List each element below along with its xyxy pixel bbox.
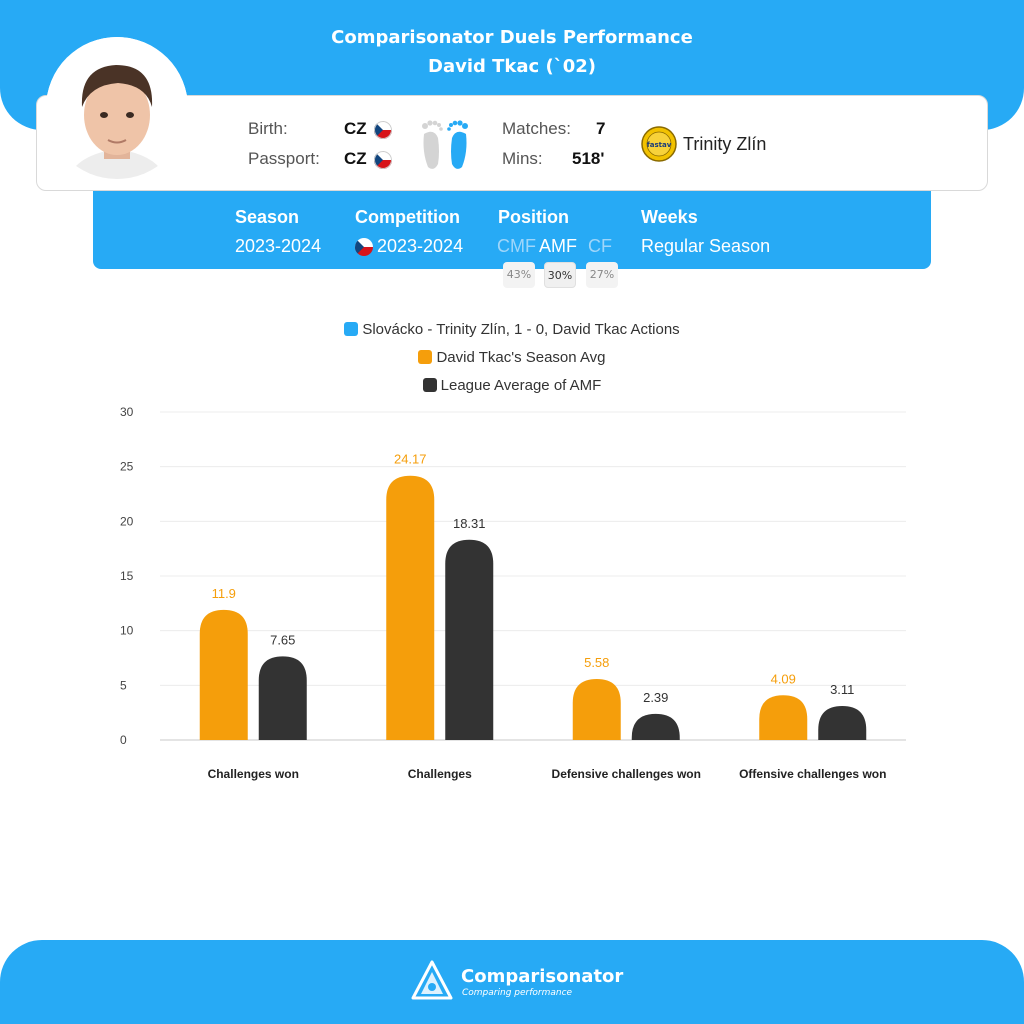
cz-flag-icon	[374, 121, 392, 139]
x-category-label: Challenges won	[208, 767, 299, 781]
season-label: Season	[235, 207, 300, 227]
position-amf-pct: 30%	[544, 262, 576, 288]
bar-season-avg	[199, 609, 248, 740]
club-name: Trinity Zlín	[683, 134, 767, 154]
data-label: 24.17	[394, 452, 427, 467]
x-category-label: Challenges	[408, 767, 472, 781]
x-category-label: Offensive challenges won	[739, 767, 886, 781]
position-cf: CF	[588, 236, 612, 256]
position-cmf-pct: 43%	[503, 262, 535, 288]
data-label: 7.65	[270, 632, 295, 647]
y-tick-label: 20	[120, 514, 134, 528]
duels-bar-chart: 0 5 10 15 20 25 30 11.9 7.65 Challenges won 24.17 1…	[120, 405, 906, 781]
data-label: 5.58	[584, 655, 609, 670]
y-tick-label: 0	[120, 733, 127, 747]
position-cf-pct: 27%	[586, 262, 618, 288]
matches-label: Matches:	[502, 119, 571, 138]
legend-label-season-avg: David Tkac's Season Avg	[436, 349, 606, 366]
cz-flag-icon	[374, 151, 392, 169]
comparisonator-logo-icon	[409, 958, 455, 1004]
birth-label: Birth:	[248, 119, 288, 138]
data-label: 4.09	[771, 671, 796, 686]
footer-tagline: Comparing performance	[462, 988, 573, 998]
y-tick-label: 10	[120, 624, 134, 638]
legend-item-match: Slovácko - Trinity Zlín, 1 - 0, David Tk…	[0, 321, 1024, 338]
birth-value: CZ	[344, 119, 367, 138]
legend-swatch-league-avg	[422, 378, 437, 392]
position-amf: AMF	[539, 236, 577, 256]
competition-label: Competition	[355, 207, 460, 227]
footer-band	[0, 940, 1024, 1024]
bar-league-avg	[258, 656, 307, 740]
weeks-value: Regular Season	[641, 236, 771, 256]
bar-season-avg	[386, 475, 435, 740]
player-info-card	[36, 95, 988, 191]
weeks-label: Weeks	[641, 207, 698, 227]
preferred-foot-icon	[416, 112, 474, 172]
bar-season-avg	[572, 678, 621, 740]
data-label: 3.11	[830, 682, 854, 697]
season-value: 2023-2024	[235, 236, 322, 256]
mins-label: Mins:	[502, 149, 543, 168]
passport-value: CZ	[344, 149, 367, 168]
bar-league-avg	[631, 713, 680, 740]
player-name: David Tkac (`02)	[428, 56, 596, 77]
position-cmf: CMF	[497, 236, 536, 256]
bar-league-avg	[445, 539, 494, 740]
data-label: 2.39	[643, 690, 668, 705]
svg-text:fastav: fastav	[647, 141, 672, 149]
mins-value: 518'	[572, 149, 605, 168]
footer-brand-name: Comparisonator	[461, 966, 624, 987]
competition-value: 2023-2024	[377, 236, 464, 256]
passport-label: Passport:	[248, 149, 320, 168]
x-category-label: Defensive challenges won	[552, 767, 701, 781]
data-label: 11.9	[212, 586, 236, 601]
legend-swatch-season-avg	[418, 350, 433, 364]
legend-item-season-avg: David Tkac's Season Avg	[0, 349, 1024, 366]
y-tick-label: 25	[120, 460, 134, 474]
legend-swatch-match	[344, 322, 359, 336]
y-tick-label: 30	[120, 405, 134, 419]
y-tick-label: 15	[120, 569, 134, 583]
page-title: Comparisonator Duels Performance	[331, 27, 693, 48]
legend-label-match: Slovácko - Trinity Zlín, 1 - 0, David Tk…	[362, 321, 680, 338]
position-label: Position	[498, 207, 569, 227]
data-label: 18.31	[453, 516, 486, 531]
cz-flag-icon	[355, 238, 373, 256]
legend-item-league-avg: League Average of AMF	[0, 377, 1024, 394]
matches-value: 7	[596, 119, 606, 138]
season-bar	[93, 191, 931, 269]
player-avatar	[46, 37, 188, 179]
legend-label-league-avg: League Average of AMF	[440, 377, 602, 394]
y-tick-label: 5	[120, 678, 127, 692]
club-logo: fastav	[641, 126, 677, 162]
bar-league-avg	[818, 705, 867, 740]
bar-season-avg	[759, 695, 808, 740]
